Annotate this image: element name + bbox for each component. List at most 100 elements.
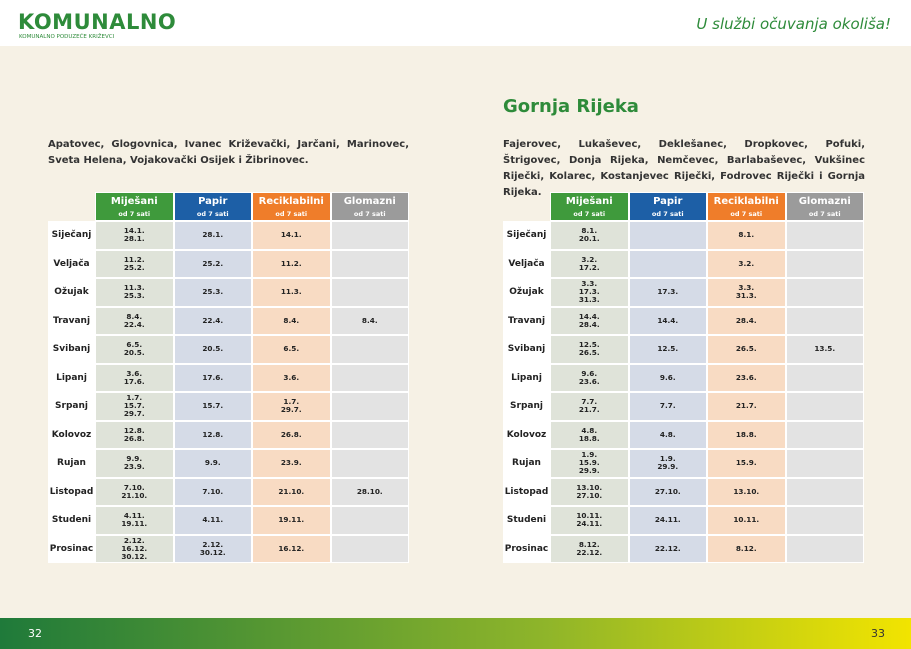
date-cell — [785, 221, 864, 250]
date: 9.9. — [204, 458, 221, 468]
date-cell: 12.5. — [628, 335, 707, 364]
column-time: od 7 sati — [196, 209, 229, 218]
date: 11.2. — [123, 254, 145, 264]
date-cell: 1.9. 15.9. 29.9. — [550, 449, 629, 478]
date: 28.4. — [578, 319, 600, 329]
date-cell: 18.8. — [707, 420, 786, 449]
date-cell: 8.4. 22.4. — [95, 306, 174, 335]
date-cell: 17.3. — [628, 278, 707, 307]
date: 3.3. — [581, 279, 598, 289]
date: 4.11. — [123, 511, 145, 521]
date: 24.11. — [576, 519, 603, 529]
date-cell: 4.11. 19.11. — [95, 506, 174, 535]
date-cell: 25.2. — [173, 249, 252, 278]
date-cell: 20.5. — [173, 335, 252, 364]
date: 29.7. — [123, 409, 145, 419]
date-cell — [785, 363, 864, 392]
date-cell: 25.3. — [173, 278, 252, 307]
date: 16.12. — [121, 543, 148, 553]
date-cell: 1.7. 29.7. — [252, 392, 331, 421]
date: 23.9. — [123, 462, 145, 472]
date-cell — [330, 335, 409, 364]
date-cell: 11.2. 25.2. — [95, 249, 174, 278]
date: 14.1. — [280, 230, 302, 240]
date: 24.11. — [654, 515, 681, 525]
date: 26.8. — [280, 429, 302, 439]
date: 28.1. — [202, 230, 224, 240]
date: 1.7. — [283, 397, 300, 407]
column-header: Miješani od 7 sati — [95, 192, 174, 221]
date: 25.2. — [202, 258, 224, 268]
month-label: Svibanj — [503, 335, 550, 364]
date: 29.9. — [578, 466, 600, 476]
month-label: Srpanj — [503, 392, 550, 421]
date: 3.2. — [581, 254, 598, 264]
date: 13.10. — [733, 486, 760, 496]
header: KOMUNALNO KOMUNALNO PODUZEĆE KRIŽEVCI U … — [0, 0, 911, 46]
date-cell — [785, 534, 864, 563]
date-cell: 15.9. — [707, 449, 786, 478]
date: 14.4. — [657, 315, 679, 325]
date: 26.5. — [735, 344, 757, 354]
date: 17.6. — [123, 376, 145, 386]
date: 23.6. — [735, 372, 757, 382]
month-label: Studeni — [48, 506, 95, 535]
date-cell: 8.12. 22.12. — [550, 534, 629, 563]
date-cell: 3.3. 17.3. 31.3. — [550, 278, 629, 307]
month-label: Svibanj — [48, 335, 95, 364]
date-cell: 11.2. — [252, 249, 331, 278]
column-header: Glomazni od 7 sati — [330, 192, 409, 221]
date-cell — [330, 420, 409, 449]
date-cell — [330, 363, 409, 392]
date: 9.6. — [659, 372, 676, 382]
date: 13.5. — [814, 344, 836, 354]
date: 26.8. — [123, 433, 145, 443]
date: 31.3. — [735, 291, 757, 301]
date-cell: 3.2. 17.2. — [550, 249, 629, 278]
date-cell: 1.7. 15.7. 29.7. — [95, 392, 174, 421]
date-cell — [785, 278, 864, 307]
column-name: Glomazni — [798, 195, 851, 207]
description: Apatovec, Glogovnica, Ivanec Križevački,… — [48, 139, 409, 166]
date: 22.12. — [576, 547, 603, 557]
column-time: od 7 sati — [353, 209, 386, 218]
month-label: Listopad — [503, 477, 550, 506]
date-cell: 12.8. 26.8. — [95, 420, 174, 449]
date-cell: 19.11. — [252, 506, 331, 535]
column-name: Miješani — [565, 195, 613, 207]
date: 30.12. — [121, 551, 148, 561]
date: 3.6. — [283, 372, 300, 382]
date: 7.7. — [581, 397, 598, 407]
date-cell: 8.1. 20.1. — [550, 221, 629, 250]
date: 21.10. — [121, 490, 148, 500]
column-header: Miješani od 7 sati — [550, 192, 629, 221]
date: 25.2. — [123, 262, 145, 272]
column-name: Papir — [653, 195, 683, 207]
date: 11.2. — [280, 258, 302, 268]
date: 4.11. — [202, 515, 224, 525]
month-label: Prosinac — [503, 534, 550, 563]
date: 6.5. — [283, 344, 300, 354]
date-cell: 12.8. — [173, 420, 252, 449]
month-label: Ožujak — [503, 278, 550, 307]
column-time: od 7 sati — [651, 209, 684, 218]
date: 22.4. — [202, 315, 224, 325]
slogan: U službi očuvanja okoliša! — [696, 15, 891, 33]
date-cell: 2.12. 16.12. 30.12. — [95, 534, 174, 563]
date: 25.3. — [202, 287, 224, 297]
date: 13.10. — [576, 482, 603, 492]
date: 12.8. — [123, 425, 145, 435]
date-cell — [330, 278, 409, 307]
date: 17.3. — [657, 287, 679, 297]
date: 31.3. — [578, 295, 600, 305]
date: 23.9. — [280, 458, 302, 468]
date-cell: 14.1. 28.1. — [95, 221, 174, 250]
date: 21.7. — [578, 405, 600, 415]
month-label: Studeni — [503, 506, 550, 535]
date: 18.8. — [578, 433, 600, 443]
date-cell: 28.10. — [330, 477, 409, 506]
date-cell — [330, 221, 409, 250]
date: 3.2. — [738, 258, 755, 268]
date: 4.8. — [581, 425, 598, 435]
